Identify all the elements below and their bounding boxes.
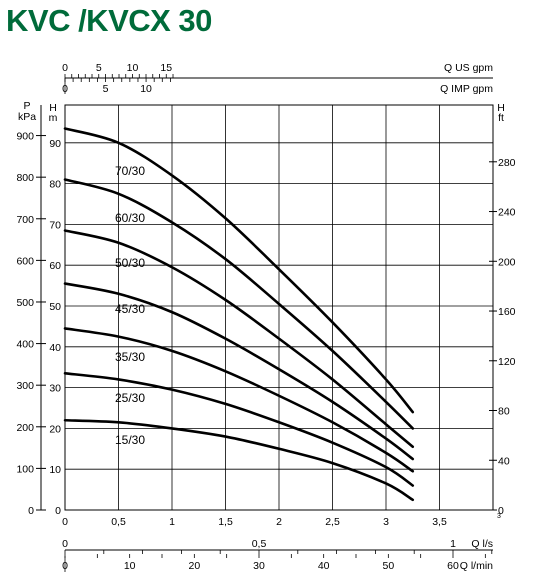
y-head-axis-label: H xyxy=(49,102,57,114)
y-head-tick-label: 50 xyxy=(49,301,61,313)
ft-tick-label: 0 xyxy=(498,505,504,517)
lmin-tick-label: 0 xyxy=(62,560,68,572)
lmin-tick-label: 20 xyxy=(188,560,200,572)
us-gpm-tick-label: 0 xyxy=(62,62,68,74)
kpa-tick-label: 700 xyxy=(16,214,34,226)
curve-70-30 xyxy=(63,127,415,414)
curve-label-25-30: 25/30 xyxy=(115,391,145,405)
ft-tick-label: 280 xyxy=(498,157,516,169)
x-axis-edge-label: 3 xyxy=(497,513,501,520)
x-tick-label: 2,5 xyxy=(325,516,340,528)
y-head-unit-label: m xyxy=(49,112,58,124)
curve-60-30 xyxy=(63,178,415,430)
kpa-tick-label: 500 xyxy=(16,297,34,309)
ft-axis-label: H xyxy=(497,102,505,114)
lmin-tick-label: 40 xyxy=(318,560,330,572)
curve-label-15-30: 15/30 xyxy=(115,433,145,447)
x-tick-label: 3 xyxy=(383,516,389,528)
y-head-tick-label: 0 xyxy=(55,505,61,517)
kpa-tick-label: 100 xyxy=(16,463,34,475)
curve-label-60-30: 60/30 xyxy=(115,211,145,225)
y-head-tick-label: 10 xyxy=(49,464,61,476)
kpa-tick-label: 0 xyxy=(28,505,34,517)
y-head-tick-label: 30 xyxy=(49,383,61,395)
x-tick-label: 1,5 xyxy=(218,516,233,528)
y-head-tick-label: 90 xyxy=(49,138,61,150)
curve-15-30 xyxy=(63,418,415,502)
lmin-tick-label: 50 xyxy=(382,560,394,572)
kpa-tick-label: 900 xyxy=(16,131,34,143)
curve-label-70-30: 70/30 xyxy=(115,164,145,178)
x-tick-label: 3,5 xyxy=(432,516,447,528)
lmin-tick-label: 10 xyxy=(124,560,136,572)
kpa-tick-label: 400 xyxy=(16,339,34,351)
curve-label-45-30: 45/30 xyxy=(115,302,145,316)
ft-tick-label: 240 xyxy=(498,207,516,219)
kpa-tick-label: 600 xyxy=(16,255,34,267)
ft-tick-label: 120 xyxy=(498,356,516,368)
ft-tick-label: 200 xyxy=(498,256,516,268)
imp-gpm-axis-label: Q IMP gpm xyxy=(440,83,493,95)
curve-label-50-30: 50/30 xyxy=(115,256,145,270)
us-gpm-axis-label: Q US gpm xyxy=(444,62,493,74)
kpa-tick-label: 800 xyxy=(16,172,34,184)
curve-35-30 xyxy=(63,327,415,473)
ft-tick-label: 40 xyxy=(498,455,510,467)
x-tick-label: 0 xyxy=(62,516,68,528)
ls-bottom-tick-label: 0 xyxy=(62,538,68,550)
chart-title: KVC /KVCX 30 xyxy=(6,3,212,38)
lmin-tick-label: 60 xyxy=(447,560,459,572)
ls-bottom-tick-label: 1 xyxy=(450,538,456,550)
ls-bottom-axis-label: Q l/s xyxy=(471,538,493,550)
y-head-tick-label: 20 xyxy=(49,423,61,435)
curve-label-35-30: 35/30 xyxy=(115,350,145,364)
kpa-axis-label: P xyxy=(23,100,30,112)
us-gpm-tick-label: 5 xyxy=(96,62,102,74)
curve-50-30 xyxy=(63,229,415,449)
curve-25-30 xyxy=(63,372,415,487)
y-head-tick-label: 70 xyxy=(49,219,61,231)
curve-45-30 xyxy=(63,282,415,461)
y-head-tick-label: 80 xyxy=(49,179,61,191)
ft-unit-label: ft xyxy=(498,112,504,124)
x-tick-label: 1 xyxy=(169,516,175,528)
kpa-unit-label: kPa xyxy=(18,111,36,123)
kpa-tick-label: 300 xyxy=(16,380,34,392)
imp-gpm-tick-label: 0 xyxy=(62,83,68,95)
lmin-axis-label: Q l/min xyxy=(460,560,493,572)
y-head-tick-label: 40 xyxy=(49,342,61,354)
x-tick-label: 2 xyxy=(276,516,282,528)
ft-tick-label: 160 xyxy=(498,306,516,318)
us-gpm-tick-label: 15 xyxy=(160,62,172,74)
imp-gpm-tick-label: 10 xyxy=(140,83,152,95)
y-head-tick-label: 60 xyxy=(49,260,61,272)
us-gpm-tick-label: 10 xyxy=(127,62,139,74)
ft-tick-label: 80 xyxy=(498,406,510,418)
ls-bottom-tick-label: 0,5 xyxy=(252,538,267,550)
lmin-tick-label: 30 xyxy=(253,560,265,572)
kpa-tick-label: 200 xyxy=(16,422,34,434)
x-tick-label: 0,5 xyxy=(111,516,126,528)
imp-gpm-tick-label: 5 xyxy=(103,83,109,95)
